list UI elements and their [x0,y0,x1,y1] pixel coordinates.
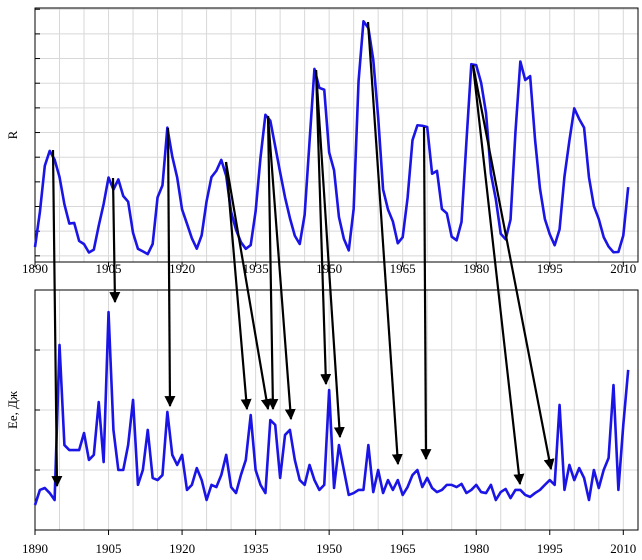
arrow [266,115,296,421]
data-line [33,20,630,256]
x-tick-label: 1995 [537,541,563,556]
x-tick-label: 1950 [316,541,342,556]
arrow [224,161,272,411]
plot-frame [34,289,639,531]
arrow [314,69,332,386]
arrow [471,64,525,486]
x-tick-label: 1965 [390,261,416,276]
x-tick-label: 2010 [610,261,636,276]
x-tick-label: 1905 [96,261,122,276]
data-line [33,310,630,506]
x-tick-label: 1980 [463,541,489,556]
x-tick-label: 1935 [243,541,269,556]
arrow [266,115,279,411]
arrow [164,127,176,408]
x-tick-label: 1920 [169,261,195,276]
plot-frame [34,7,639,263]
x-tick-label: 1995 [537,261,563,276]
x-tick-label: 1965 [390,541,416,556]
x-tick-label: 2010 [610,541,636,556]
x-tick-label: 1980 [463,261,489,276]
arrow [366,21,403,466]
arrow [109,177,121,304]
panel-bottom: 1890 1905 1920 1935 1950 1965 1980 1995 2010 Ee, … [5,289,639,556]
arrow [420,126,432,461]
arrow [314,69,345,439]
x-tick-label: 1905 [96,541,122,556]
y-axis-label: Ee, Дж [5,390,20,429]
x-tick-label: 1920 [169,541,195,556]
arrow [471,64,555,471]
x-tick-label: 1890 [22,541,48,556]
arrow [224,161,252,411]
arrow [51,149,63,488]
x-tick-label: 1890 [22,261,48,276]
arrows [51,21,555,488]
y-axis-label: R [5,130,20,139]
panel-top: 189019051920193519501965198019952010R [5,7,639,276]
x-tick-label: 1935 [243,261,269,276]
